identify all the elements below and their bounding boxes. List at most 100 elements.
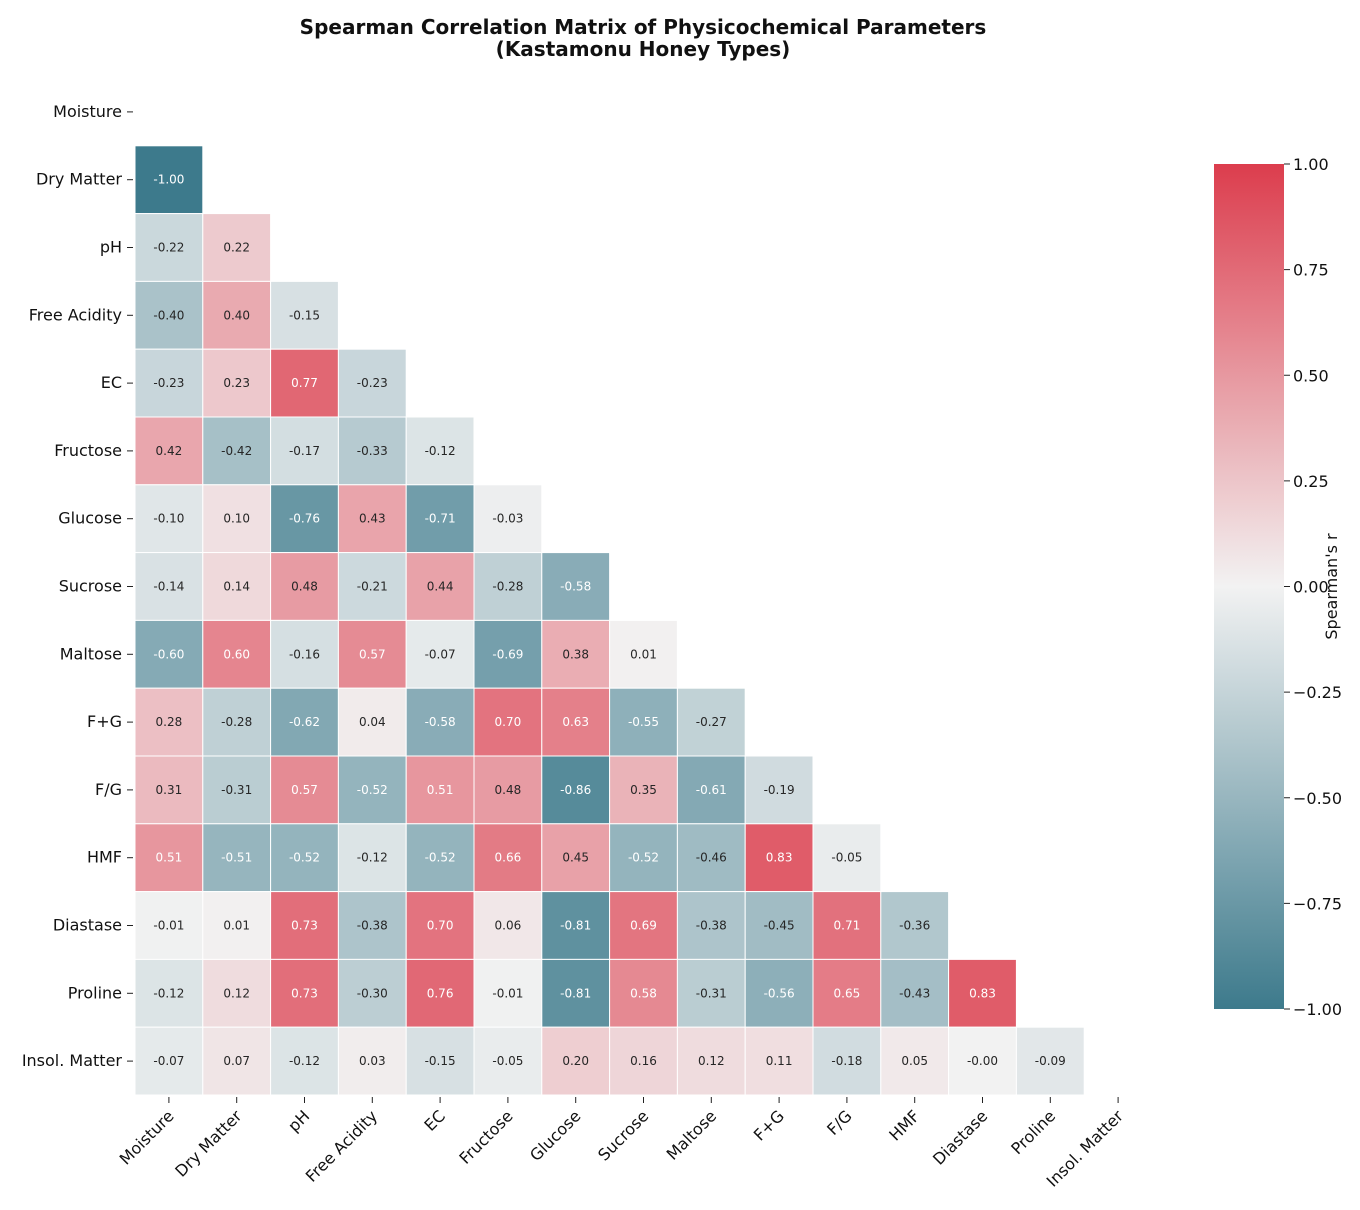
heatmap-cell — [541, 755, 611, 825]
cell-value-label: -0.22 — [153, 241, 184, 255]
cell-value-label: -0.01 — [492, 986, 523, 1000]
cell-value-label: -0.28 — [221, 715, 252, 729]
heatmap-cell — [134, 280, 204, 350]
heatmap-cell — [202, 280, 272, 350]
y-tick-label: Fructose — [54, 441, 122, 460]
cell-value-label: -0.15 — [289, 308, 320, 322]
heatmap-cell — [473, 484, 543, 554]
heatmap-cell — [337, 687, 407, 757]
cell-value-label: 0.58 — [630, 986, 657, 1000]
cell-value-label: -0.86 — [560, 783, 591, 797]
colorbar-tick-label: −1.00 — [1293, 1000, 1342, 1019]
heatmap-cell — [812, 823, 882, 893]
cell-value-label: -0.76 — [289, 512, 320, 526]
y-tick-label: Glucose — [58, 509, 122, 528]
cell-value-label: 0.38 — [562, 647, 589, 661]
cell-value-label: -0.38 — [696, 919, 727, 933]
cell-value-label: 0.65 — [834, 986, 861, 1000]
x-tick-label: HMF — [885, 1106, 923, 1144]
cell-value-label: -0.23 — [357, 376, 388, 390]
heatmap-cell — [405, 416, 475, 486]
colorbar-tick-label: −0.50 — [1293, 789, 1342, 808]
colorbar-tick-label: −0.25 — [1293, 683, 1342, 702]
heatmap-cell — [676, 687, 746, 757]
heatmap-cell — [202, 891, 272, 960]
heatmap-cell — [337, 891, 407, 960]
x-tick-label: F/G — [823, 1106, 856, 1139]
cell-value-label: -0.52 — [425, 851, 456, 865]
cell-value-label: 0.03 — [359, 1054, 386, 1068]
heatmap-cell — [134, 687, 204, 757]
cell-value-label: 0.60 — [223, 647, 250, 661]
cell-value-label: -0.69 — [492, 647, 523, 661]
cell-value-label: 0.57 — [291, 783, 318, 797]
colorbar-tick-label: 0.50 — [1293, 366, 1329, 385]
heatmap-cell — [202, 755, 272, 825]
x-tick-label: F+G — [750, 1106, 788, 1144]
cell-value-label: -0.58 — [560, 580, 591, 594]
heatmap-cell — [270, 484, 339, 554]
x-tick-label: Free Acidity — [302, 1106, 381, 1185]
cell-value-label: -0.45 — [764, 919, 795, 933]
y-tick-label: F+G — [87, 712, 122, 731]
heatmap-cell — [744, 958, 814, 1028]
heatmap-cell — [676, 1026, 746, 1096]
y-tick-label: HMF — [87, 848, 122, 867]
cell-value-label: -0.43 — [899, 986, 930, 1000]
cell-value-label: 0.10 — [223, 512, 250, 526]
heatmap-cell — [405, 1026, 475, 1096]
cell-value-label: -0.60 — [153, 647, 184, 661]
heatmap-cell — [337, 619, 407, 689]
y-tick-label: F/G — [95, 780, 122, 799]
cell-value-label: -0.61 — [696, 783, 727, 797]
heatmap-cell — [541, 619, 611, 689]
heatmap-cell — [337, 416, 407, 486]
y-tick-label: EC — [101, 373, 122, 392]
heatmap-cell — [270, 619, 339, 689]
heatmap-cell — [405, 891, 475, 960]
heatmap-cell — [541, 1026, 611, 1096]
heatmap-cell — [134, 348, 204, 418]
heatmap-cell — [676, 891, 746, 960]
cell-value-label: 0.31 — [156, 783, 183, 797]
heatmap-cell — [405, 687, 475, 757]
colorbar-label: Spearman's r — [1322, 533, 1341, 640]
heatmap-cell — [134, 416, 204, 486]
cell-value-label: 0.01 — [223, 919, 250, 933]
cell-value-label: 0.51 — [156, 851, 183, 865]
heatmap-cell — [473, 891, 543, 960]
y-tick-label: Proline — [68, 983, 122, 1002]
cell-value-label: -0.51 — [221, 851, 252, 865]
cell-value-label: -0.16 — [289, 647, 320, 661]
heatmap-cell — [609, 958, 678, 1028]
cell-value-label: 0.63 — [562, 715, 589, 729]
colorbar — [1214, 164, 1284, 1009]
y-tick-label: Dry Matter — [36, 170, 122, 189]
cell-value-label: -0.52 — [289, 851, 320, 865]
cell-value-label: -0.07 — [425, 647, 456, 661]
cell-value-label: 0.11 — [766, 1054, 793, 1068]
cell-value-label: -1.00 — [153, 173, 184, 187]
chart-title: Spearman Correlation Matrix of Physicoch… — [299, 15, 987, 39]
heatmap-cell — [405, 823, 475, 893]
cell-value-label: 0.69 — [630, 919, 657, 933]
heatmap-cell — [473, 552, 543, 621]
cell-value-label: 0.77 — [291, 376, 318, 390]
cell-value-label: 0.35 — [630, 783, 657, 797]
cell-value-label: 0.57 — [359, 647, 386, 661]
heatmap-cell — [541, 552, 611, 621]
colorbar-tick-label: −0.75 — [1293, 894, 1342, 913]
cell-value-label: -0.58 — [425, 715, 456, 729]
cell-value-label: 0.83 — [766, 851, 793, 865]
cell-value-label: 0.07 — [223, 1054, 250, 1068]
cell-value-label: -0.12 — [425, 444, 456, 458]
cell-value-label: -0.38 — [357, 919, 388, 933]
heatmap-cell — [202, 552, 272, 621]
y-tick-label: Sucrose — [59, 577, 122, 596]
heatmap-cell — [270, 280, 339, 350]
heatmap-cell — [202, 484, 272, 554]
colorbar-tick-label: 1.00 — [1293, 155, 1329, 174]
heatmap-cell — [541, 823, 611, 893]
heatmap-cell — [202, 687, 272, 757]
heatmap-cell — [202, 1026, 272, 1096]
